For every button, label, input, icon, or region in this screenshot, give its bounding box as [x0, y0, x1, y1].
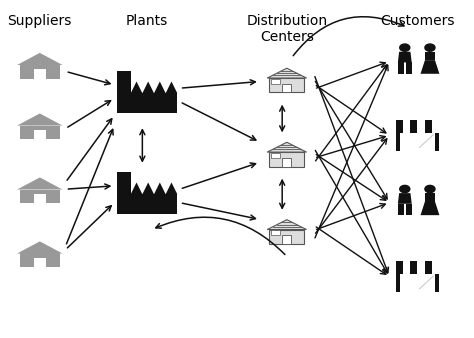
Polygon shape [406, 204, 412, 215]
Polygon shape [418, 261, 425, 274]
Polygon shape [410, 261, 418, 274]
Polygon shape [267, 220, 307, 230]
Circle shape [400, 44, 410, 51]
Polygon shape [269, 230, 304, 244]
Polygon shape [396, 120, 403, 133]
Polygon shape [117, 172, 131, 194]
Polygon shape [269, 78, 304, 93]
Polygon shape [34, 194, 46, 203]
Polygon shape [19, 65, 60, 79]
Polygon shape [420, 201, 439, 215]
Polygon shape [398, 52, 412, 63]
Polygon shape [396, 120, 439, 151]
Polygon shape [425, 261, 432, 274]
Text: Distribution
Centers: Distribution Centers [246, 14, 328, 44]
Polygon shape [403, 120, 410, 133]
Circle shape [425, 44, 435, 51]
Polygon shape [17, 114, 63, 126]
Text: Customers: Customers [380, 14, 455, 28]
Polygon shape [432, 120, 439, 133]
Polygon shape [131, 183, 177, 194]
Polygon shape [400, 133, 435, 151]
Circle shape [400, 185, 410, 193]
Polygon shape [131, 81, 177, 93]
Circle shape [425, 185, 435, 193]
Polygon shape [283, 158, 292, 167]
Polygon shape [17, 53, 63, 65]
Polygon shape [34, 130, 46, 139]
Polygon shape [400, 274, 435, 292]
Polygon shape [269, 152, 304, 167]
Polygon shape [283, 235, 292, 244]
Polygon shape [19, 254, 60, 267]
Polygon shape [406, 63, 412, 74]
Polygon shape [19, 126, 60, 139]
Polygon shape [432, 261, 439, 274]
Polygon shape [271, 153, 280, 158]
Polygon shape [283, 84, 292, 93]
Polygon shape [398, 63, 403, 74]
Polygon shape [396, 261, 403, 274]
Polygon shape [17, 177, 63, 190]
Polygon shape [403, 261, 410, 274]
Polygon shape [425, 52, 435, 60]
Polygon shape [398, 193, 412, 204]
Polygon shape [117, 71, 131, 93]
Polygon shape [117, 93, 177, 114]
Text: Suppliers: Suppliers [8, 14, 72, 28]
Polygon shape [410, 120, 418, 133]
Polygon shape [117, 194, 177, 214]
Polygon shape [19, 190, 60, 203]
Polygon shape [420, 60, 439, 74]
Polygon shape [396, 261, 439, 292]
Polygon shape [267, 68, 307, 78]
Polygon shape [271, 230, 280, 235]
Polygon shape [17, 241, 63, 254]
Polygon shape [418, 120, 425, 133]
Polygon shape [34, 258, 46, 267]
Polygon shape [267, 142, 307, 152]
Text: Plants: Plants [126, 14, 168, 28]
Polygon shape [398, 204, 403, 215]
Polygon shape [34, 69, 46, 79]
Polygon shape [271, 79, 280, 84]
Polygon shape [425, 193, 435, 201]
Polygon shape [425, 120, 432, 133]
